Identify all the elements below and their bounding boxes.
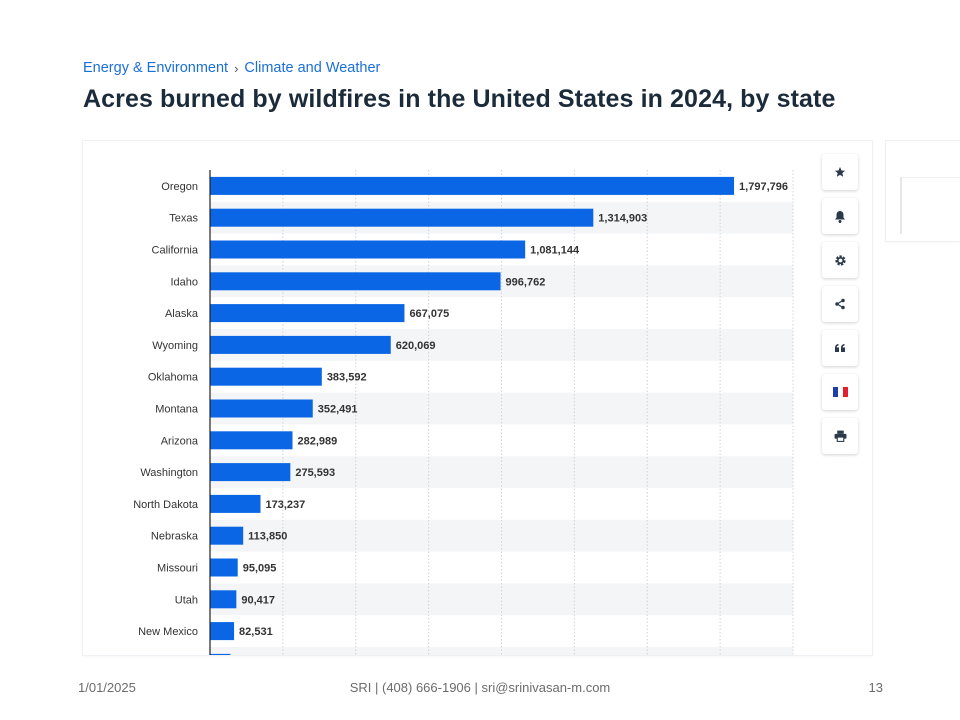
bar-missouri[interactable] [210,558,238,577]
chart-toolbar [822,154,860,454]
category-label: Washington [140,467,198,479]
value-label: 82,531 [239,626,273,638]
value-label: 1,081,144 [530,245,580,257]
language-button[interactable] [822,374,858,410]
category-label: Utah [175,594,198,606]
footer-date: 1/01/2025 [78,680,136,695]
category-label: Idaho [170,276,198,288]
bar-chart: Oregon 1,797,796 Texas 1,314,903 California 1… [133,170,794,655]
value-label: 996,762 [506,276,546,288]
category-label: Missouri [157,563,198,575]
bar-arizona[interactable] [210,431,293,450]
breadcrumb-energy-environment[interactable]: Energy & Environment [83,60,229,76]
bar-truncated [210,653,231,655]
bar-utah[interactable] [210,590,237,609]
value-label: 1,314,903 [598,213,647,225]
print-icon [834,430,846,442]
category-label: Alaska [165,308,199,320]
bar-montana[interactable] [210,399,313,418]
settings-button[interactable] [822,242,858,278]
share-icon [835,298,845,310]
bar-california[interactable] [210,240,526,259]
value-label: 282,989 [297,435,337,447]
side-panel-content [900,177,960,234]
breadcrumb-climate-weather[interactable]: Climate and Weather [244,60,381,76]
gear-icon [834,254,846,266]
share-button[interactable] [822,286,858,322]
category-label: Wyoming [152,340,198,352]
value-label: 275,593 [295,467,335,479]
value-label: 95,095 [243,563,277,575]
value-label: 173,237 [265,499,305,511]
category-label: California [152,245,199,257]
breadcrumb-separator: › [234,60,239,76]
footer-page-number: 13 [868,680,883,695]
bar-alaska[interactable] [210,304,405,323]
value-label: 113,850 [248,531,287,543]
bar-oregon[interactable] [210,176,735,195]
chart-card: Oregon 1,797,796 Texas 1,314,903 California 1… [83,141,872,655]
cite-button[interactable] [822,330,858,366]
print-button[interactable] [822,418,858,454]
side-panel [886,141,960,241]
category-label: Oregon [161,181,198,193]
bar-north-dakota[interactable] [210,494,261,513]
bar-new-mexico[interactable] [210,622,235,641]
breadcrumb: Energy & Environment › Climate and Weath… [83,60,380,76]
category-label: North Dakota [133,499,199,511]
quote-icon [835,344,845,352]
category-label: New Mexico [138,626,198,638]
footer-contact: SRI | (408) 666-1906 | sri@srinivasan-m.… [349,680,611,695]
value-label: 1,797,796 [739,181,788,193]
bar-washington[interactable] [210,463,291,482]
bar-nebraska[interactable] [210,526,244,545]
value-label: 352,491 [318,404,358,416]
value-label: 667,075 [409,308,449,320]
star-icon [835,167,845,177]
category-label: Arizona [161,435,199,447]
favorite-button[interactable] [822,154,858,190]
value-label: 383,592 [327,372,367,384]
row-band [210,583,793,616]
row-band [210,519,793,552]
category-label: Montana [155,404,199,416]
category-label: Oklahoma [148,372,199,384]
page-title: Acres burned by wildfires in the United … [83,85,836,113]
value-label: 90,417 [241,594,275,606]
category-label: Texas [169,213,198,225]
bar-texas[interactable] [210,208,594,227]
bar-oklahoma[interactable] [210,367,322,386]
bar-wyoming[interactable] [210,335,391,354]
value-label: 620,069 [396,340,436,352]
bar-idaho[interactable] [210,272,501,291]
category-label: Nebraska [151,531,199,543]
notification-button[interactable] [822,198,858,234]
french-flag-icon [832,387,848,397]
bell-icon [835,210,845,223]
